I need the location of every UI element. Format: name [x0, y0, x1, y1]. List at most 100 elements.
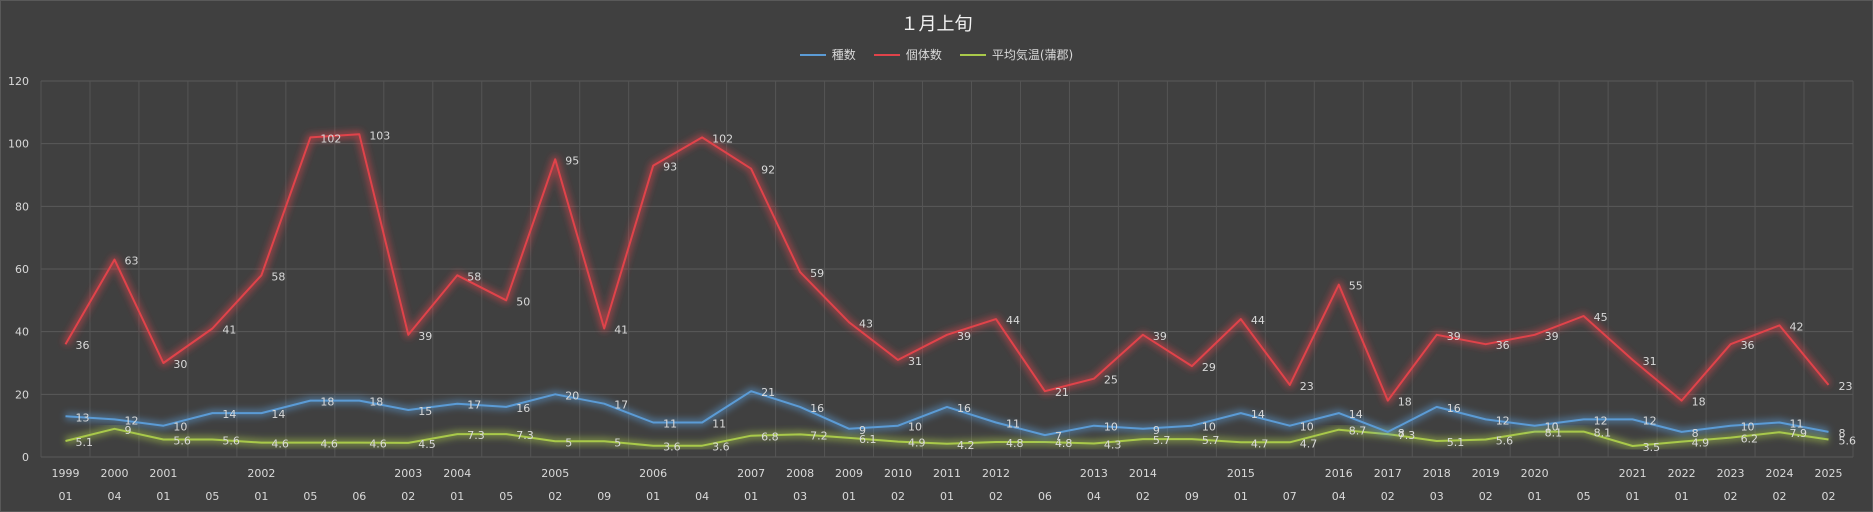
data-label-individuals: 23	[1300, 380, 1314, 393]
data-label-individuals: 29	[1202, 361, 1216, 374]
data-label-species: 16	[957, 402, 971, 415]
data-label-temperature: 5.6	[173, 434, 191, 447]
data-label-temperature: 4.5	[418, 438, 436, 451]
data-label-temperature: 8.7	[1349, 425, 1367, 438]
chart-title: １月上旬	[900, 14, 973, 35]
data-label-species: 10	[1545, 421, 1559, 434]
x-tick-label-sub: 01	[940, 490, 954, 503]
data-label-individuals: 21	[1055, 386, 1069, 399]
data-label-individuals: 39	[1153, 330, 1167, 343]
data-label-species: 14	[222, 408, 236, 421]
data-label-species: 18	[320, 396, 334, 409]
data-label-species: 21	[761, 386, 775, 399]
data-label-individuals: 102	[712, 132, 733, 145]
data-label-species: 10	[1104, 421, 1118, 434]
legend-item-temperature: 平均気温(蒲郡)	[959, 46, 1073, 63]
y-tick-label: 20	[15, 388, 29, 401]
data-label-individuals: 103	[369, 129, 390, 142]
x-tick-label-year: 2003	[394, 467, 422, 480]
data-label-individuals: 39	[418, 330, 432, 343]
x-tick-label-sub: 02	[1773, 490, 1787, 503]
data-label-temperature: 4.3	[1104, 439, 1122, 452]
x-tick-label-year: 2017	[1374, 467, 1402, 480]
data-label-species: 14	[271, 408, 285, 421]
data-label-species: 12	[1643, 414, 1657, 427]
x-tick-label-year: 2013	[1080, 467, 1108, 480]
x-tick-label-year: 2006	[639, 467, 667, 480]
x-tick-label-year: 2007	[737, 467, 765, 480]
x-tick-label-year: 2023	[1717, 467, 1745, 480]
data-label-individuals: 42	[1790, 320, 1804, 333]
legend-swatch-individuals	[873, 53, 900, 56]
data-label-species: 16	[516, 402, 530, 415]
data-label-temperature: 4.9	[1692, 437, 1710, 450]
data-label-temperature: 5.6	[222, 434, 240, 447]
data-label-temperature: 8.1	[1545, 427, 1563, 440]
x-tick-label-sub: 01	[450, 490, 464, 503]
x-tick-label-year: 2010	[884, 467, 912, 480]
data-label-individuals: 43	[859, 317, 873, 330]
data-label-individuals: 39	[957, 330, 971, 343]
data-label-species: 10	[1202, 421, 1216, 434]
x-tick-label-sub: 01	[254, 490, 268, 503]
data-label-temperature: 4.7	[1300, 437, 1318, 450]
data-label-individuals: 59	[810, 267, 824, 280]
x-tick-label-sub: 02	[1724, 490, 1738, 503]
data-label-temperature: 6.1	[859, 433, 877, 446]
data-label-individuals: 30	[173, 358, 187, 371]
x-tick-label-sub: 01	[744, 490, 758, 503]
data-label-temperature: 6.8	[761, 431, 779, 444]
data-label-temperature: 5.7	[1153, 434, 1171, 447]
data-label-temperature: 8.1	[1594, 427, 1612, 440]
y-tick-label: 0	[22, 451, 29, 464]
x-tick-label-year: 2019	[1472, 467, 1500, 480]
y-tick-label: 40	[15, 326, 29, 339]
data-label-species: 10	[1300, 421, 1314, 434]
x-tick-label-sub: 01	[1675, 490, 1689, 503]
data-label-individuals: 63	[124, 255, 138, 268]
x-tick-label-sub: 05	[1577, 490, 1591, 503]
x-tick-label-sub: 05	[205, 490, 219, 503]
x-tick-label-year: 2015	[1227, 467, 1255, 480]
data-label-individuals: 18	[1692, 396, 1706, 409]
data-label-temperature: 7.2	[810, 429, 828, 442]
legend-swatch-species	[799, 53, 826, 56]
data-label-species: 10	[1741, 421, 1755, 434]
data-label-species: 11	[712, 418, 726, 431]
x-tick-label-year: 2012	[982, 467, 1010, 480]
data-label-species: 11	[1790, 418, 1804, 431]
data-label-species: 18	[369, 396, 383, 409]
data-label-temperature: 4.8	[1006, 437, 1024, 450]
x-tick-label-sub: 04	[1087, 490, 1101, 503]
legend-item-species: 種数	[799, 46, 856, 63]
data-label-temperature: 4.7	[1251, 437, 1269, 450]
series-glow-individuals	[62, 130, 1832, 405]
series-line-individuals	[64, 133, 1830, 402]
x-tick-label-sub: 04	[1332, 490, 1346, 503]
data-label-temperature: 4.6	[320, 438, 338, 451]
data-label-species: 16	[1447, 402, 1461, 415]
x-tick-label-year: 2014	[1129, 467, 1157, 480]
data-label-species: 16	[810, 402, 824, 415]
data-label-species: 12	[124, 414, 138, 427]
legend-swatch-temperature	[959, 53, 986, 56]
data-label-individuals: 44	[1006, 314, 1020, 327]
data-label-individuals: 102	[320, 132, 341, 145]
x-tick-label-year: 2021	[1619, 467, 1647, 480]
data-label-species: 7	[1055, 430, 1062, 443]
x-tick-label-year: 2025	[1815, 467, 1843, 480]
x-tick-label-year: 2011	[933, 467, 961, 480]
data-label-temperature: 5.6	[1839, 434, 1857, 447]
data-label-species: 20	[565, 389, 579, 402]
x-tick-label-sub: 01	[1528, 490, 1542, 503]
data-label-temperature: 5.1	[1447, 436, 1465, 449]
y-tick-label: 60	[15, 263, 29, 276]
series-line-temperature	[65, 427, 1829, 447]
x-tick-label-sub: 02	[1479, 490, 1493, 503]
x-tick-label-sub: 01	[58, 490, 72, 503]
data-label-temperature: 4.9	[908, 437, 926, 450]
data-label-individuals: 23	[1839, 380, 1853, 393]
data-label-species: 17	[614, 399, 628, 412]
data-label-individuals: 36	[75, 339, 89, 352]
x-tick-label-sub: 01	[156, 490, 170, 503]
